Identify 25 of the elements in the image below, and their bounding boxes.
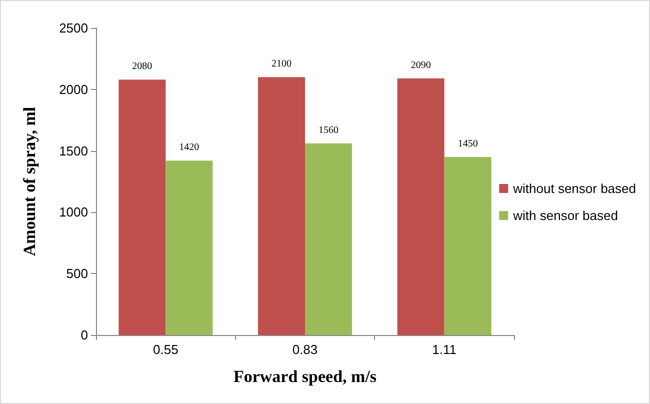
bar	[166, 160, 213, 335]
legend-label: without sensor based	[512, 181, 636, 196]
data-label: 2100	[272, 58, 292, 70]
y-tick-label: 1000	[59, 204, 88, 220]
y-tick-label: 2000	[59, 82, 88, 97]
data-label: 1420	[179, 142, 200, 154]
bar	[397, 78, 444, 335]
data-label: 1560	[318, 124, 338, 136]
data-label: 2090	[410, 60, 431, 71]
x-tick-label: 0.83	[292, 342, 318, 357]
bar	[444, 156, 492, 335]
x-tick-label: 1.11	[432, 342, 457, 357]
x-axis-title: Forward speed, m/s	[233, 367, 377, 386]
y-tick-label: 1500	[59, 143, 88, 158]
bar	[258, 77, 305, 335]
y-tick-label: 500	[66, 266, 88, 282]
y-tick-label: 0	[80, 328, 88, 342]
y-axis-title: Amount of spray, ml	[20, 106, 39, 256]
y-tick-label: 2500	[59, 20, 88, 36]
data-label: 1450	[458, 138, 478, 150]
data-label: 2080	[132, 61, 152, 72]
legend-label: with sensor based	[512, 208, 618, 223]
bar	[305, 143, 352, 335]
x-tick-label: 0.55	[153, 342, 178, 357]
bar	[118, 80, 166, 335]
